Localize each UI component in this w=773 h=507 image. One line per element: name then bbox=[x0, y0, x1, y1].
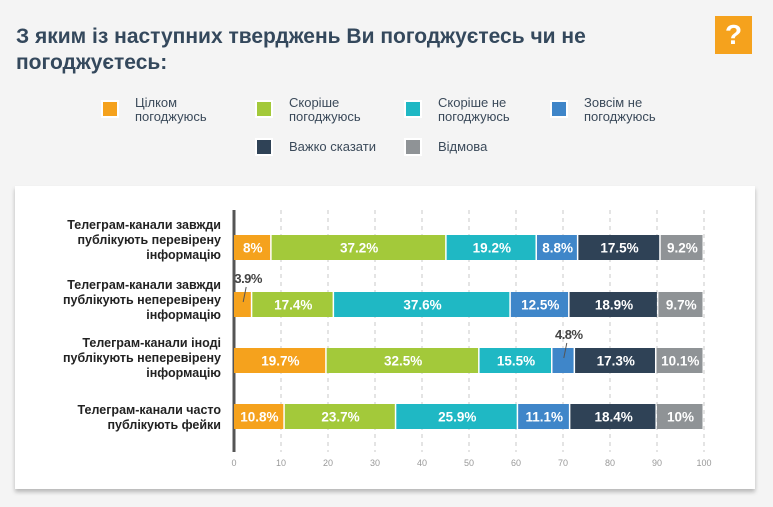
legend-label: Зовсім не погоджуюсь bbox=[584, 95, 656, 124]
data-label: 11.1% bbox=[526, 410, 564, 425]
bar-segment bbox=[578, 235, 660, 260]
bar-segment bbox=[656, 404, 703, 429]
bar-segment bbox=[575, 348, 655, 373]
x-tick-label: 0 bbox=[231, 458, 236, 468]
data-label: 4.8% bbox=[555, 327, 584, 342]
label-leader bbox=[242, 286, 247, 303]
legend-item: Відмова bbox=[406, 140, 487, 154]
bar-segment bbox=[552, 348, 574, 373]
bar-segment bbox=[570, 404, 656, 429]
data-label: 3.9% bbox=[234, 271, 263, 286]
page-title: З яким із наступних тверджень Ви погоджу… bbox=[16, 25, 586, 74]
data-label: 12.5% bbox=[521, 298, 559, 313]
legend-item: Скоріше погоджуюсь bbox=[257, 96, 399, 124]
x-tick-label: 90 bbox=[652, 458, 662, 468]
x-tick-label: 10 bbox=[276, 458, 286, 468]
x-tick-label: 30 bbox=[370, 458, 380, 468]
bar-segment bbox=[334, 292, 510, 317]
legend-swatch bbox=[406, 140, 420, 154]
x-tick-label: 70 bbox=[558, 458, 568, 468]
data-label: 9.2% bbox=[667, 241, 698, 256]
category-label: Телеграм-канали іноді публікують неперев… bbox=[62, 336, 221, 380]
x-tick-label: 20 bbox=[323, 458, 333, 468]
bar-segment bbox=[510, 292, 569, 317]
category-label: Телеграм-канали завжди публікують переві… bbox=[67, 218, 221, 262]
legend-item: Важко сказати bbox=[257, 140, 376, 154]
bar-segment bbox=[326, 348, 479, 373]
data-label: 37.6% bbox=[403, 298, 441, 313]
bar-segment bbox=[234, 235, 271, 260]
bar-segment bbox=[656, 348, 703, 373]
bar-segment bbox=[234, 348, 326, 373]
bar-segment bbox=[252, 292, 333, 317]
bar-segment bbox=[446, 235, 536, 260]
x-tick-label: 60 bbox=[511, 458, 521, 468]
data-label: 18.9% bbox=[595, 298, 633, 313]
legend-item: Цілком погоджуюсь bbox=[103, 96, 245, 124]
x-tick-label: 40 bbox=[417, 458, 427, 468]
bar-segment bbox=[479, 348, 552, 373]
bar-segment bbox=[569, 292, 657, 317]
legend-swatch bbox=[103, 102, 117, 116]
data-label: 10.8% bbox=[240, 410, 278, 425]
data-label: 8% bbox=[243, 241, 263, 256]
bar-segment bbox=[234, 404, 284, 429]
help-icon[interactable]: ? bbox=[715, 16, 752, 54]
bar-segment bbox=[234, 292, 251, 317]
legend-item: Скоріше не погоджуюсь bbox=[406, 96, 548, 124]
data-label: 15.5% bbox=[497, 354, 535, 369]
bar-segment bbox=[660, 235, 703, 260]
legend-label: Важко сказати bbox=[289, 139, 376, 154]
bar-segment bbox=[518, 404, 569, 429]
data-label: 17.3% bbox=[597, 354, 635, 369]
bar-segment bbox=[284, 404, 395, 429]
legend-swatch bbox=[257, 140, 271, 154]
bar-segment bbox=[658, 292, 703, 317]
data-label: 10% bbox=[667, 410, 694, 425]
legend-swatch bbox=[257, 102, 271, 116]
category-label: Телеграм-канали завжди публікують непере… bbox=[62, 278, 221, 322]
category-label: Телеграм-канали часто публікують фейки bbox=[77, 403, 221, 432]
legend-label: Скоріше не погоджуюсь bbox=[438, 95, 510, 124]
legend-label: Цілком погоджуюсь bbox=[135, 95, 207, 124]
label-leader bbox=[563, 342, 568, 359]
legend-label: Відмова bbox=[438, 139, 488, 154]
data-label: 32.5% bbox=[384, 354, 422, 369]
data-label: 18.4% bbox=[595, 410, 633, 425]
x-tick-label: 50 bbox=[464, 458, 474, 468]
legend-item: Зовсім не погоджуюсь bbox=[552, 96, 694, 124]
data-label: 23.7% bbox=[321, 410, 359, 425]
data-label: 10.1% bbox=[661, 354, 699, 369]
legend-label: Скоріше погоджуюсь bbox=[289, 95, 361, 124]
bar-segment bbox=[396, 404, 517, 429]
data-label: 9.7% bbox=[666, 298, 697, 313]
data-label: 17.5% bbox=[600, 241, 638, 256]
data-label: 19.7% bbox=[261, 354, 299, 369]
data-label: 25.9% bbox=[438, 410, 476, 425]
bar-segment bbox=[271, 235, 446, 260]
x-tick-label: 80 bbox=[605, 458, 615, 468]
legend-swatch bbox=[406, 102, 420, 116]
x-tick-label: 100 bbox=[696, 458, 711, 468]
legend-swatch bbox=[552, 102, 566, 116]
data-label: 19.2% bbox=[473, 241, 511, 256]
data-label: 17.4% bbox=[274, 298, 312, 313]
data-label: 37.2% bbox=[340, 241, 378, 256]
data-label: 8.8% bbox=[542, 241, 573, 256]
bar-segment bbox=[536, 235, 577, 260]
